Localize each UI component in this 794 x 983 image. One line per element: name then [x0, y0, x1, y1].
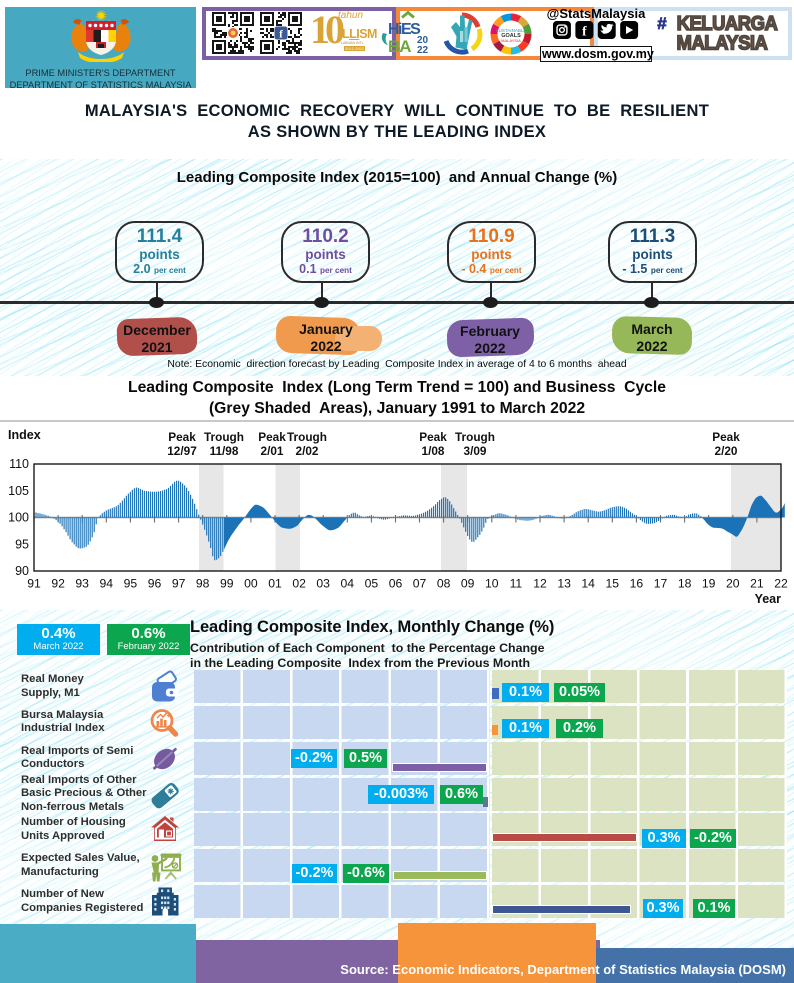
svg-text:12: 12	[533, 577, 547, 591]
svg-text:f: f	[279, 29, 283, 41]
svg-text:MALAYSIA: MALAYSIA	[677, 32, 768, 55]
svg-text:20: 20	[417, 35, 429, 46]
svg-text:13: 13	[557, 577, 571, 591]
svg-text:SUSTAINABLE: SUSTAINABLE	[496, 28, 527, 33]
svg-text:#: #	[657, 14, 667, 33]
svg-text:22: 22	[774, 577, 788, 591]
svg-text:110: 110	[9, 457, 29, 471]
svg-text:BA: BA	[388, 37, 411, 56]
svg-text:105: 105	[8, 484, 29, 498]
svg-text:KELUARGA: KELUARGA	[677, 12, 778, 35]
svg-text:02: 02	[292, 577, 306, 591]
svg-text:99: 99	[220, 577, 234, 591]
svg-text:18: 18	[678, 577, 692, 591]
svg-text:17: 17	[654, 577, 668, 591]
svg-text:19: 19	[702, 577, 716, 591]
svg-text:05: 05	[365, 577, 379, 591]
svg-text:00: 00	[244, 577, 258, 591]
svg-text:f: f	[582, 23, 587, 38]
svg-text:10: 10	[485, 577, 499, 591]
svg-text:HiES: HiES	[388, 21, 421, 38]
svg-text:22: 22	[417, 45, 429, 56]
svg-text:09: 09	[461, 577, 475, 591]
svg-text:15: 15	[606, 577, 620, 591]
svg-text:04: 04	[341, 577, 355, 591]
svg-text:95: 95	[15, 537, 29, 551]
svg-text:01: 01	[268, 577, 282, 591]
svg-text:08: 08	[437, 577, 451, 591]
svg-text:GOALS: GOALS	[501, 33, 521, 39]
svg-text:92: 92	[51, 577, 65, 591]
svg-text:14: 14	[581, 577, 595, 591]
svg-text:MALAYSIA: MALAYSIA	[501, 38, 521, 43]
svg-text:06: 06	[389, 577, 403, 591]
svg-text:11: 11	[510, 577, 523, 591]
svg-text:07: 07	[413, 577, 427, 591]
svg-text:91: 91	[27, 577, 41, 591]
svg-text:90: 90	[15, 564, 29, 578]
svg-text:100: 100	[8, 511, 29, 525]
svg-text:95: 95	[124, 577, 138, 591]
svg-text:98: 98	[196, 577, 210, 591]
svg-text:16: 16	[630, 577, 644, 591]
svg-text:20: 20	[726, 577, 740, 591]
svg-text:03: 03	[316, 577, 330, 591]
svg-text:Year: Year	[755, 592, 782, 606]
svg-text:96: 96	[148, 577, 162, 591]
svg-text:94: 94	[100, 577, 114, 591]
svg-text:97: 97	[172, 577, 186, 591]
svg-text:21: 21	[750, 577, 764, 591]
svg-text:93: 93	[75, 577, 89, 591]
